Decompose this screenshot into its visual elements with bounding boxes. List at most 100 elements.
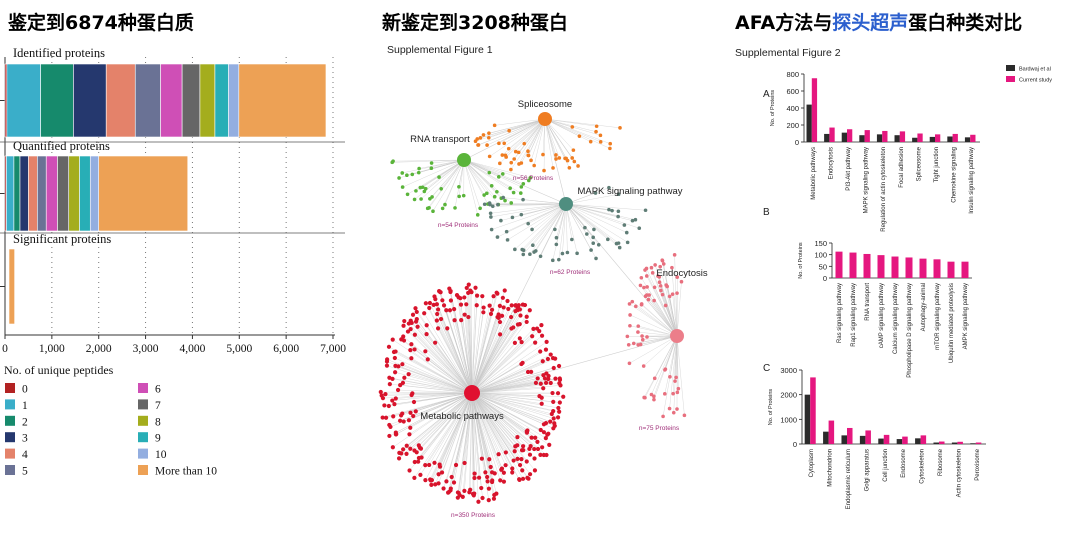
- bar-segment-10: [89, 155, 100, 232]
- protein-node: [412, 332, 417, 337]
- edge: [471, 328, 512, 394]
- protein-node: [622, 223, 627, 227]
- edge: [425, 392, 473, 466]
- edge: [392, 392, 473, 448]
- edge: [471, 317, 499, 394]
- protein-node: [486, 486, 492, 491]
- protein-node: [413, 409, 418, 414]
- hub-node-3: [670, 329, 684, 343]
- protein-node: [473, 139, 478, 144]
- protein-node: [606, 237, 610, 242]
- protein-node: [508, 186, 512, 191]
- protein-node: [532, 468, 538, 473]
- protein-node: [452, 307, 457, 312]
- edge: [471, 392, 554, 419]
- category-label: Cell junction: [883, 449, 889, 482]
- protein-node: [652, 298, 656, 303]
- category-label: cAMP signaling pathway: [879, 283, 885, 348]
- y-tick-label: 2000: [780, 391, 797, 400]
- protein-node: [464, 285, 469, 291]
- protein-node: [453, 462, 459, 468]
- protein-node: [542, 376, 548, 381]
- protein-node: [551, 416, 556, 421]
- protein-node: [378, 389, 383, 395]
- edge: [471, 392, 559, 418]
- protein-node: [410, 172, 415, 177]
- protein-node: [608, 141, 613, 146]
- edge: [471, 392, 505, 482]
- bar: [864, 130, 870, 142]
- edge: [463, 159, 481, 209]
- edge: [408, 374, 473, 394]
- bar: [823, 431, 829, 444]
- edge: [629, 335, 678, 364]
- edge: [382, 392, 473, 418]
- bar: [811, 78, 818, 142]
- edge: [471, 392, 555, 424]
- edge: [643, 335, 678, 367]
- protein-node: [445, 490, 451, 495]
- edge: [395, 365, 473, 394]
- protein-node: [380, 415, 385, 420]
- protein-node: [412, 475, 417, 481]
- protein-node: [527, 178, 531, 183]
- protein-node: [497, 141, 501, 146]
- protein-node: [658, 284, 663, 288]
- edge: [416, 319, 473, 394]
- protein-node: [548, 352, 553, 357]
- edge: [471, 392, 546, 439]
- edge: [544, 118, 574, 151]
- legend-swatch: [5, 399, 15, 410]
- edge: [504, 118, 546, 144]
- protein-node: [540, 359, 545, 364]
- category-label: AMPK signaling pathway: [963, 283, 969, 349]
- protein-node: [541, 422, 547, 427]
- protein-node: [532, 163, 536, 168]
- protein-node: [406, 418, 412, 423]
- protein-node: [437, 462, 442, 467]
- edge: [424, 313, 473, 394]
- protein-node: [414, 189, 418, 193]
- protein-node: [647, 293, 651, 297]
- protein-node: [416, 459, 421, 464]
- protein-node: [526, 476, 531, 481]
- edge: [392, 339, 473, 394]
- protein-node: [557, 400, 562, 405]
- protein-node: [650, 271, 655, 275]
- protein-node: [386, 403, 391, 409]
- edge: [429, 392, 473, 466]
- edge: [471, 392, 552, 415]
- protein-node: [535, 446, 541, 452]
- bar: [912, 137, 918, 142]
- bar: [957, 441, 963, 444]
- edge: [407, 159, 465, 195]
- edge: [443, 305, 473, 394]
- protein-node: [482, 193, 486, 197]
- edge: [523, 203, 567, 251]
- protein-node: [462, 312, 467, 317]
- protein-node: [414, 450, 419, 455]
- edge: [565, 203, 628, 243]
- edge: [404, 377, 473, 394]
- protein-node: [624, 230, 629, 235]
- edge: [514, 203, 567, 250]
- bar: [882, 130, 888, 142]
- bar: [902, 436, 908, 444]
- protein-node: [521, 248, 526, 252]
- edge: [471, 357, 554, 394]
- edge: [471, 338, 520, 394]
- edge: [471, 392, 542, 404]
- protein-node: [594, 256, 598, 261]
- protein-node: [557, 381, 562, 386]
- edge: [420, 392, 473, 449]
- protein-node: [476, 143, 480, 147]
- protein-node: [485, 191, 489, 196]
- protein-node: [487, 170, 492, 175]
- protein-node: [639, 302, 644, 307]
- protein-node: [439, 470, 445, 475]
- category-label: Spliceosome: [916, 146, 922, 181]
- category-label: Ribosome: [938, 448, 944, 476]
- edge: [471, 341, 547, 394]
- protein-node: [395, 387, 401, 393]
- protein-node: [466, 314, 471, 320]
